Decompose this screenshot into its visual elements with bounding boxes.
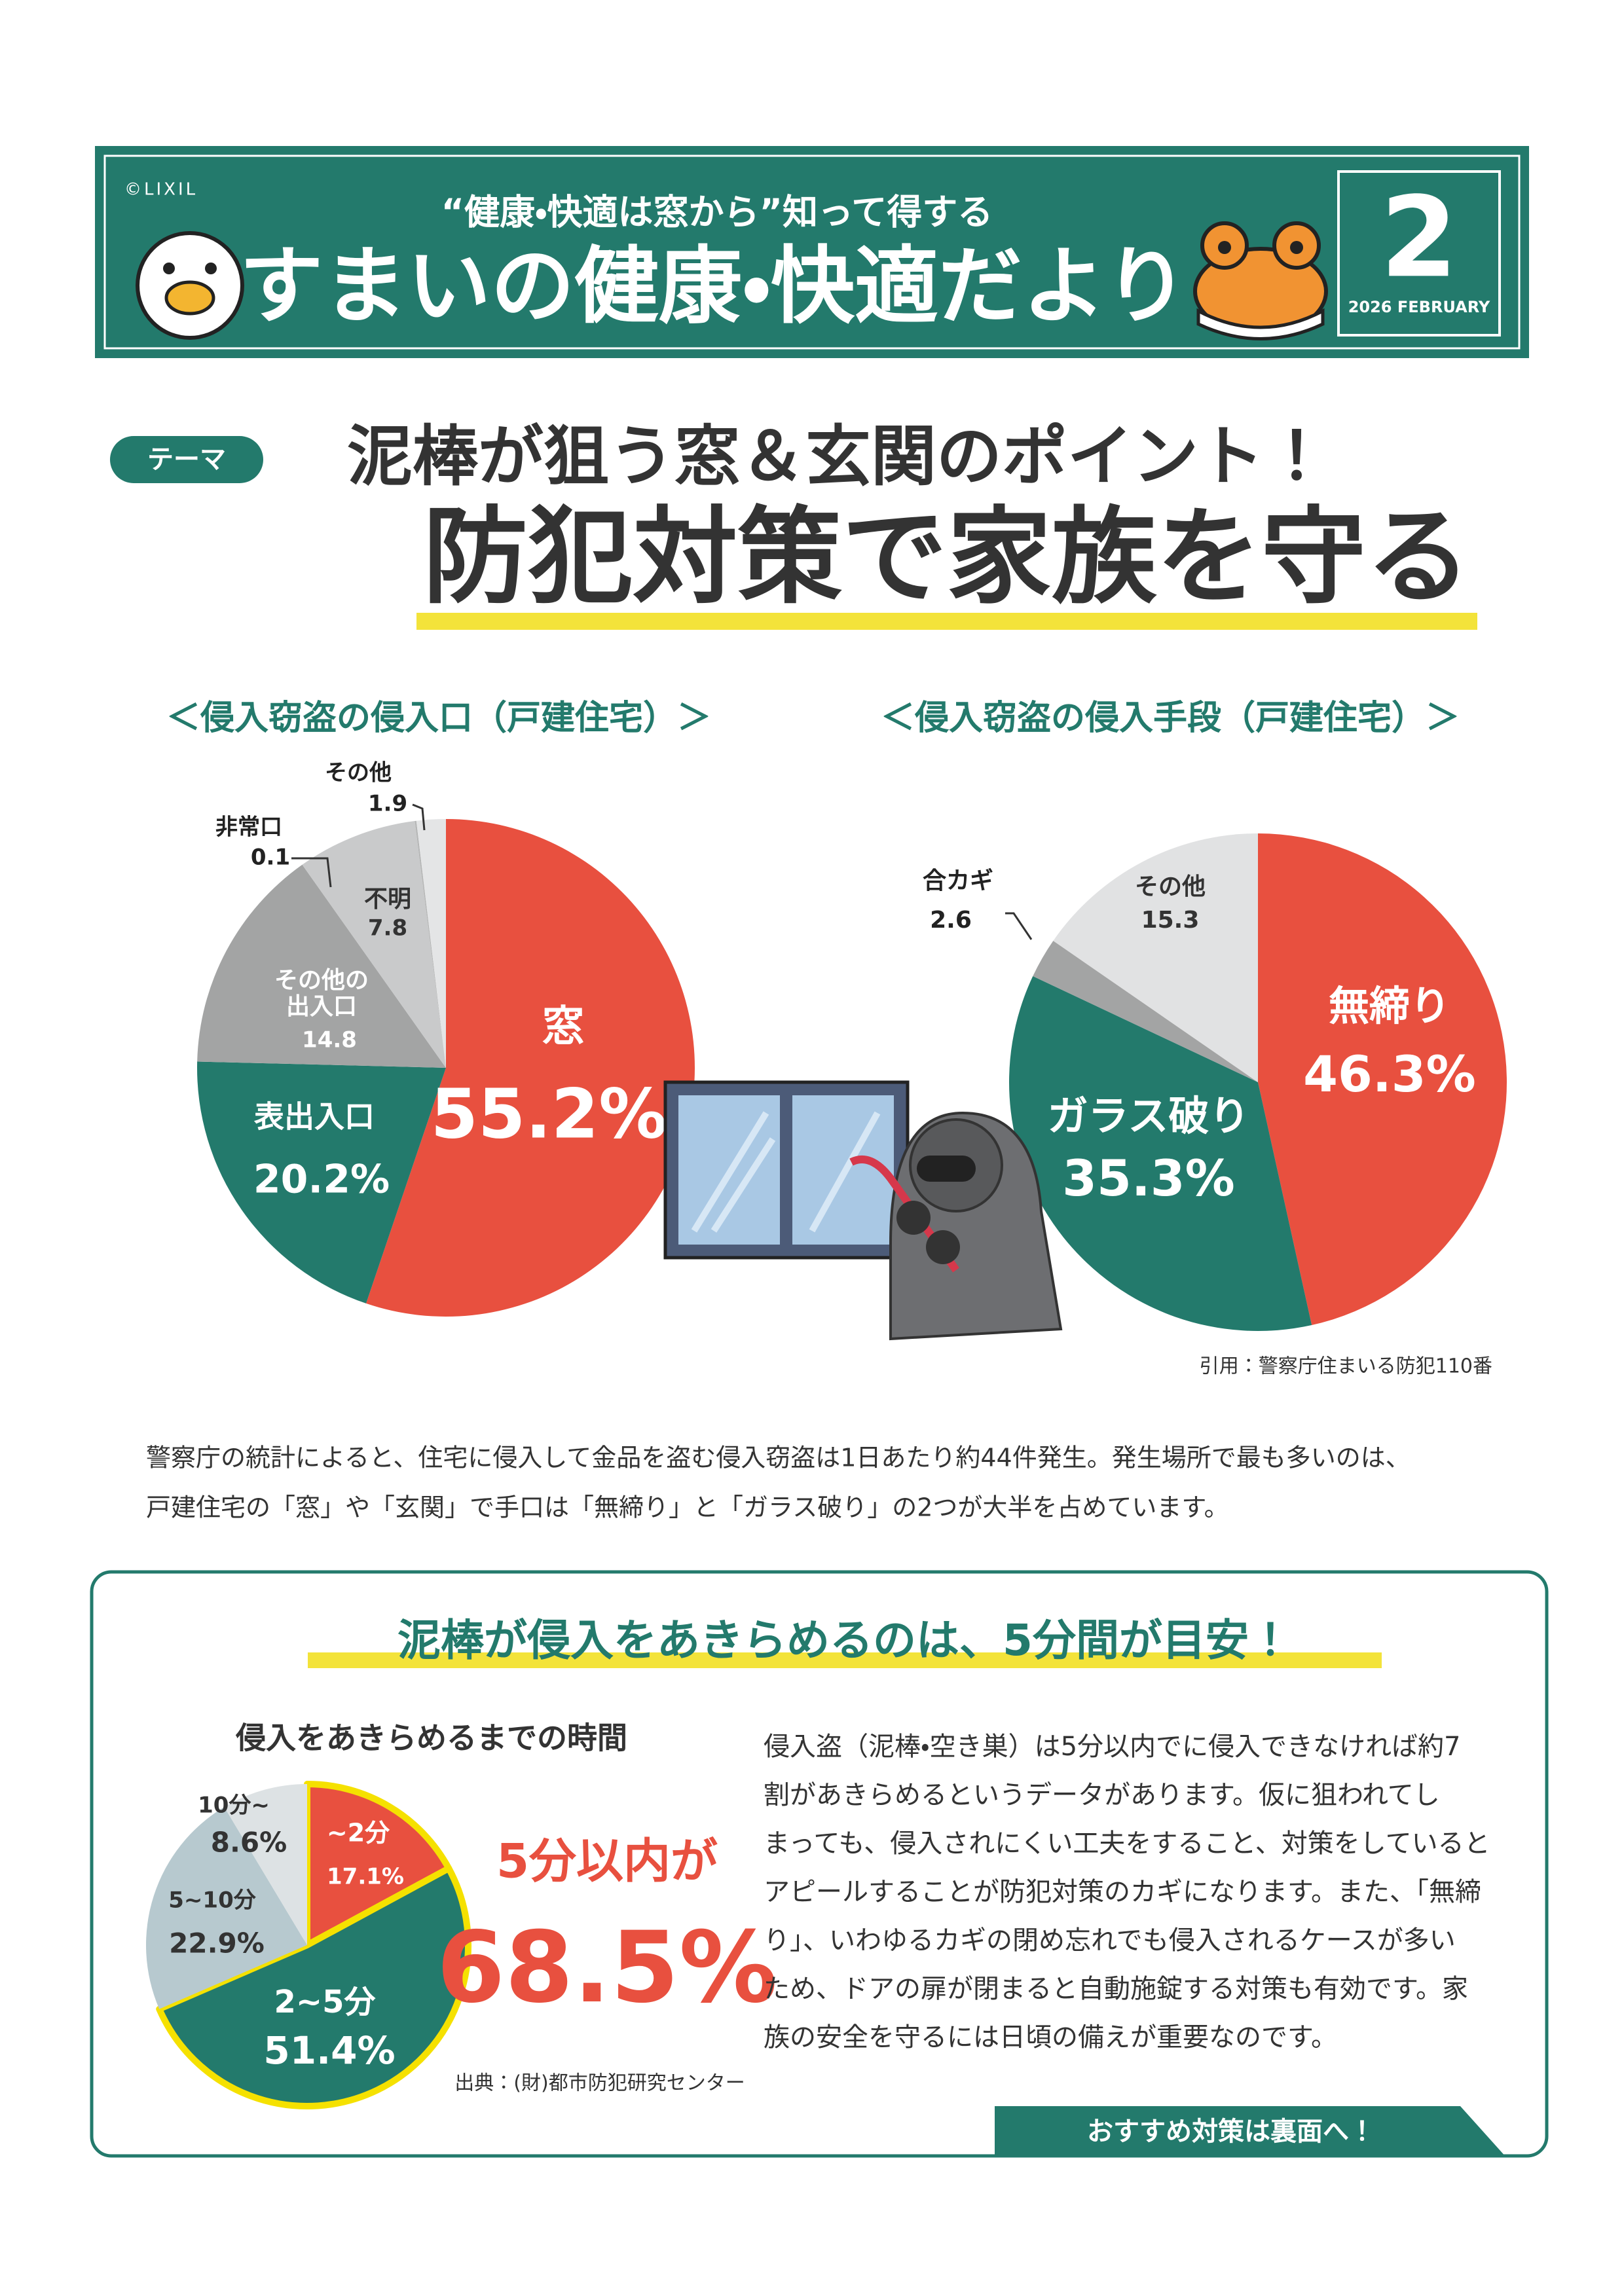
chart-title: 侵入をあきらめるまでの時間	[235, 1721, 627, 1756]
theme-subtitle: 泥棒が狙う窓＆玄関のポイント！	[347, 418, 1329, 494]
box-line: 割があきらめるというデータがあります。仮に狙われてし	[764, 1780, 1440, 1810]
slice-label: その他	[1135, 873, 1206, 900]
pie-slice	[416, 819, 446, 1068]
slice-value: 1.9	[368, 791, 407, 817]
pie-slice	[415, 820, 446, 1068]
pie-slice	[224, 1783, 307, 1945]
box-line: 族の安全を守るには日頃の備えが重要なのです。	[764, 2022, 1337, 2052]
info-box	[90, 1570, 1549, 2158]
header-frame	[103, 155, 1521, 350]
issue-box	[1337, 170, 1501, 337]
source: 出典：(財)都市防犯研究センター	[454, 2072, 745, 2095]
slice-value: 22.9%	[169, 1927, 265, 1959]
slice-label: 合カギ	[923, 867, 993, 894]
issue-number: 2	[1380, 173, 1458, 302]
burglar-illustration	[663, 1080, 1063, 1341]
theme-tag: テーマ	[147, 445, 226, 475]
leader-line	[412, 803, 426, 831]
next-text: おすすめ対策は裏面へ！	[1087, 2117, 1375, 2147]
box-line: アピールすることが防犯対策のカギになります。また、「無締	[764, 1877, 1481, 1907]
chart-title: ＜侵入窃盗の侵入手段（戸建住宅）＞	[881, 699, 1460, 738]
slice-label: 不明	[364, 886, 411, 913]
box-line: まっても、侵入されにくい工夫をすること、対策をしていると	[764, 1829, 1490, 1859]
slice-label: 10分~	[198, 1793, 270, 1819]
slice-label: 2~5分	[274, 1984, 376, 2020]
slice-label: ガラス破り	[1048, 1092, 1250, 1140]
slice-label: 窓	[542, 1003, 584, 1051]
slice-label: その他	[325, 760, 392, 786]
slice-value: 7.8	[368, 915, 407, 941]
pie-charts: 窓 55.2% 表出入口 20.2% その他の出入口 14.8 不明7.8 非常口 0.1 その他…	[145, 760, 1507, 2110]
callout-label: 5分以内が	[496, 1834, 718, 1889]
chart-title: ＜侵入窃盗の侵入口（戸建住宅）＞	[166, 699, 711, 738]
theme-tag-pill	[110, 436, 263, 483]
tagline: “健康・快適は窓から”知って得する	[441, 192, 993, 233]
slice-value: 2.6	[930, 907, 972, 934]
header-title: すまいの健康・快適だより	[240, 238, 1189, 335]
pie-slice	[145, 1807, 307, 2009]
pie-slice	[302, 820, 446, 1068]
slice-value: 35.3%	[1062, 1149, 1235, 1207]
slice-label: その他の出入口	[274, 967, 369, 1020]
slice-label: 無締り	[1329, 982, 1450, 1030]
pie-slice	[1053, 833, 1258, 1082]
slice-label: 非常口	[215, 814, 282, 841]
chick-icon	[136, 231, 244, 340]
intro-line: 戸建住宅の「窓」や「玄関」で手口は「無締り」と「ガラス破り」の2つが大半を占めて…	[146, 1493, 1229, 1522]
leader-line	[1005, 912, 1033, 940]
slice-value: 8.6%	[211, 1827, 287, 1859]
slice-value: 17.1%	[327, 1864, 404, 1890]
pie-slice	[156, 1865, 471, 2110]
pie-slice	[366, 819, 695, 1317]
slice-label: ~2分	[327, 1819, 390, 1848]
slice-value: 0.1	[251, 845, 290, 871]
copyright: ©LIXIL	[124, 180, 198, 200]
frog-icon	[1193, 221, 1328, 340]
pie-slice	[304, 1781, 452, 1948]
box-heading: 泥棒が侵入をあきらめるのは、5分間が目安！	[397, 1615, 1292, 1666]
pie-slice	[1258, 833, 1507, 1326]
heading-underline	[308, 1652, 1382, 1668]
slice-label: 表出入口	[253, 1099, 375, 1135]
box-line: り」、いわゆるカギの閉め忘れでも侵入されるケースが多い	[764, 1925, 1456, 1956]
box-line: 侵入盗（泥棒・空き巣）は5分以内でに侵入できなければ約7	[764, 1732, 1461, 1762]
box-text: 侵入盗（泥棒・空き巣）は5分以内でに侵入できなければ約7 割があきらめるというデー…	[764, 1732, 1490, 2052]
title-underline	[416, 613, 1477, 630]
slice-value: 51.4%	[263, 2028, 395, 2073]
leader-line	[291, 857, 332, 888]
issue-date: 2026 FEBRUARY	[1348, 298, 1490, 316]
slice-value: 15.3	[1141, 907, 1200, 934]
pie-slice	[196, 1061, 446, 1303]
theme-title: 防犯対策で家族を守る	[423, 496, 1471, 618]
intro-line: 警察庁の統計によると、住宅に侵入して金品を盗む侵入窃盗は1日あたり約44件発生。…	[146, 1444, 1411, 1472]
callout-value: 68.5%	[437, 1911, 777, 2025]
slice-value: 55.2%	[431, 1074, 667, 1154]
slice-value: 20.2%	[253, 1157, 390, 1203]
pie-slice	[1033, 940, 1258, 1082]
pie-slice	[1009, 975, 1312, 1331]
box-line: ため、ドアの扉が閉まると自動施錠する対策も有効です。家	[764, 1974, 1468, 2004]
slice-value: 14.8	[302, 1027, 357, 1053]
citation: 引用：警察庁住まいる防犯110番	[1200, 1355, 1492, 1378]
pie-slice	[197, 864, 446, 1068]
next-banner	[995, 2106, 1506, 2157]
slice-value: 46.3%	[1303, 1045, 1476, 1103]
slice-label: 5~10分	[168, 1887, 256, 1914]
